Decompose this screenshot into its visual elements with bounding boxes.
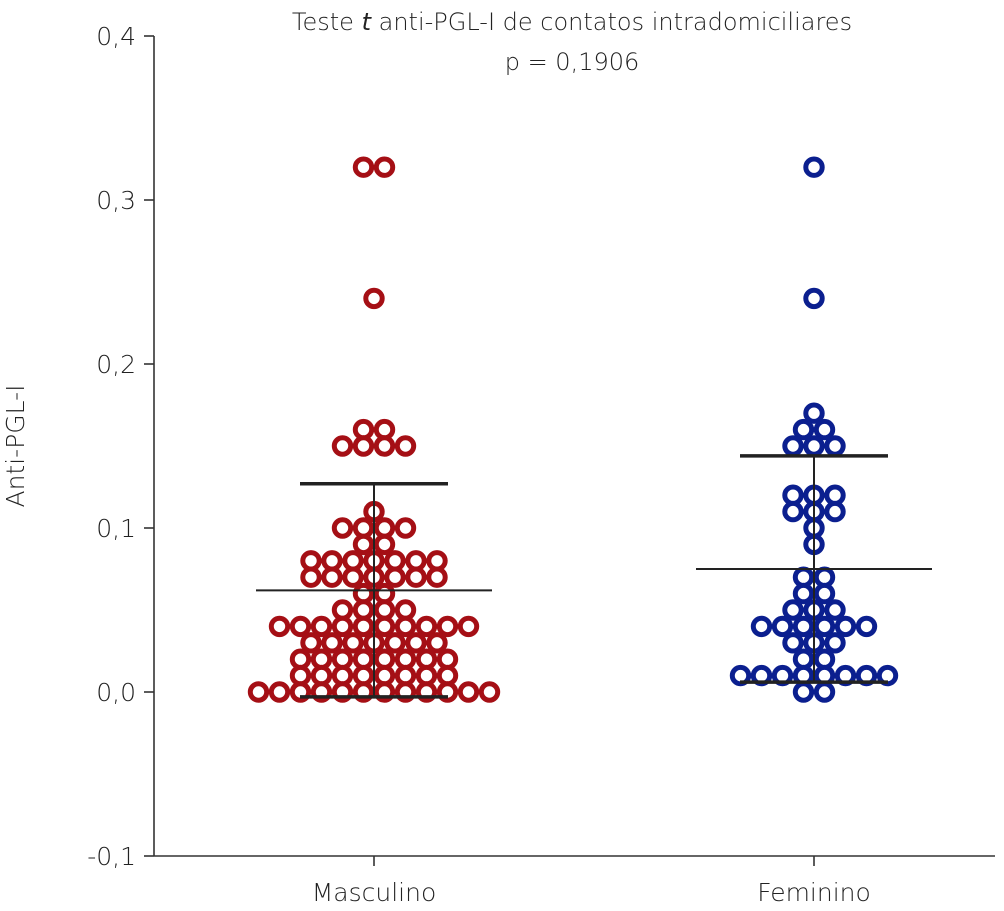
data-point <box>289 615 312 638</box>
data-point <box>426 632 448 654</box>
axes <box>153 36 995 857</box>
chart-subtitle: p = 0,1906 <box>505 48 640 76</box>
y-axis-label: Anti-PGL-I <box>1 384 30 507</box>
data-point <box>813 681 836 703</box>
data-point <box>300 566 322 588</box>
data-point <box>824 632 846 654</box>
data-point <box>813 582 836 605</box>
chart-title: Teste t anti-PGL-I de contatos intradomi… <box>292 8 852 36</box>
data-point <box>247 681 270 703</box>
data-point <box>394 615 417 638</box>
data-point <box>310 615 333 638</box>
data-point <box>813 615 836 638</box>
data-point <box>373 435 396 457</box>
data-point <box>792 681 815 703</box>
data-point <box>803 156 825 178</box>
data-point <box>352 156 375 178</box>
data-point <box>268 681 291 703</box>
data-point <box>331 615 354 638</box>
data-point <box>415 615 438 638</box>
x-tick-label: Masculino <box>312 878 437 907</box>
data-point <box>803 402 825 424</box>
x-ticks: Masculino Feminino <box>312 856 871 907</box>
data-point <box>321 632 343 654</box>
data-point <box>750 615 773 638</box>
y-ticks: -0,1 0,0 0,1 0,2 0,3 0,4 <box>87 22 154 871</box>
error-bars <box>256 454 932 699</box>
x-tick-label: Feminino <box>757 878 871 907</box>
data-point <box>352 533 375 556</box>
data-point <box>268 615 291 638</box>
data-point <box>834 615 857 638</box>
data-point <box>342 632 364 654</box>
data-point <box>352 435 375 457</box>
data-point <box>394 435 417 457</box>
data-point <box>384 632 406 654</box>
data-points <box>247 156 899 703</box>
y-tick-label: 0,1 <box>96 514 136 543</box>
data-point <box>792 615 815 638</box>
data-point <box>426 566 448 588</box>
data-point <box>342 566 364 588</box>
y-tick-label: 0,0 <box>96 678 136 707</box>
y-tick-label: 0,4 <box>96 22 136 51</box>
y-tick-label: 0,3 <box>96 186 136 215</box>
y-tick-label: -0,1 <box>87 842 136 871</box>
data-point <box>813 418 836 441</box>
data-point <box>771 615 794 638</box>
data-point <box>363 287 385 310</box>
data-point <box>824 500 846 523</box>
data-point <box>384 566 406 588</box>
data-point <box>782 435 804 457</box>
data-point <box>457 615 480 638</box>
data-point <box>394 517 417 539</box>
data-point <box>373 615 396 638</box>
data-point <box>405 632 427 654</box>
data-point <box>331 435 354 457</box>
data-point <box>457 681 480 703</box>
data-point <box>792 418 815 441</box>
data-point <box>782 632 804 654</box>
data-point <box>436 615 459 638</box>
data-point <box>331 517 354 539</box>
data-point <box>803 435 825 457</box>
data-point <box>782 500 804 523</box>
data-point <box>855 615 878 638</box>
data-point <box>824 599 846 621</box>
data-point <box>373 533 396 556</box>
y-tick-label: 0,2 <box>96 350 136 379</box>
data-point <box>321 566 343 588</box>
data-point <box>352 615 375 638</box>
data-point <box>405 566 427 588</box>
data-point <box>824 435 846 457</box>
data-point <box>300 632 322 654</box>
data-point <box>782 599 804 621</box>
data-point <box>373 156 396 178</box>
data-point <box>803 287 825 310</box>
data-point <box>478 681 501 703</box>
data-point <box>792 582 815 605</box>
